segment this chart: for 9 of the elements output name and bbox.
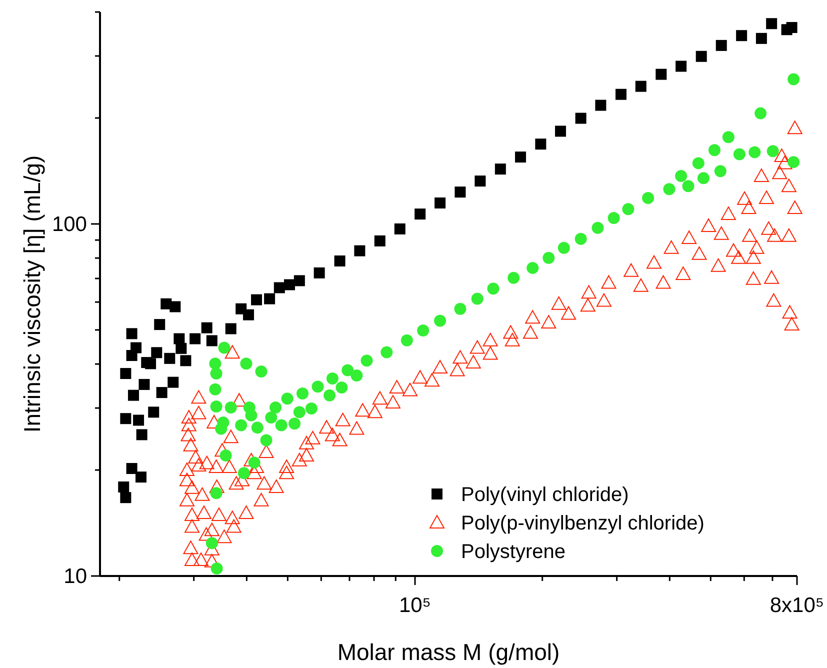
- y-tick-label: 10: [64, 565, 87, 588]
- legend-label: Poly(p-vinylbenzyl chloride): [461, 512, 704, 534]
- legend-label: Polystyrene: [461, 541, 566, 563]
- y-axis-title: Intrinsic viscosity [η] (mL/g): [19, 155, 45, 433]
- y-tick-label: 100: [52, 212, 87, 236]
- x-tick-label: 8x10⁵: [770, 594, 824, 617]
- x-axis-title: Molar mass M (g/mol): [337, 639, 560, 665]
- x-tick-label: 10⁵: [398, 594, 432, 617]
- legend-label: Poly(vinyl chloride): [461, 484, 629, 506]
